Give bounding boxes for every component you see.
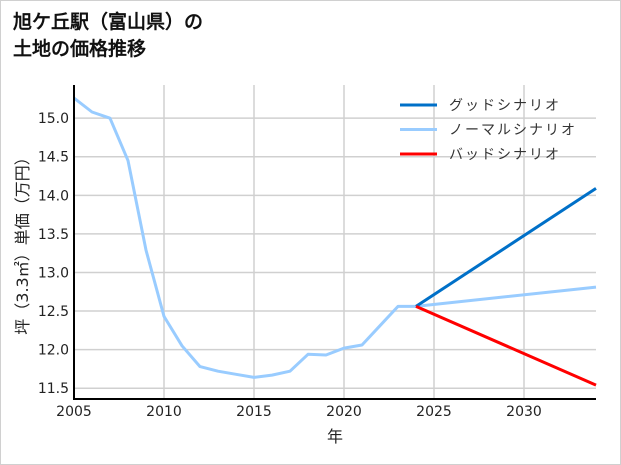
title-line-1: 旭ケ丘駅（富山県）の — [13, 11, 204, 33]
x-tick-label: 2010 — [146, 404, 182, 420]
legend-label: グッドシナリオ — [449, 98, 561, 114]
y-tick-label: 14.0 — [38, 188, 69, 204]
legend-label: ノーマルシナリオ — [449, 123, 577, 139]
x-tick-label: 2025 — [416, 404, 452, 420]
y-tick-label: 15.0 — [38, 111, 69, 127]
legend-label: バッドシナリオ — [449, 147, 561, 163]
x-tick-label: 2020 — [326, 404, 362, 420]
x-tick-label: 2030 — [506, 404, 542, 420]
series-line-0 — [415, 187, 597, 308]
title-line-2: 土地の価格推移 — [13, 38, 147, 60]
y-axis-label: 坪（3.3㎡）単価（万円） — [13, 149, 32, 334]
chart-title: 旭ケ丘駅（富山県）の 土地の価格推移 — [13, 9, 203, 63]
y-tick-label: 11.5 — [38, 381, 69, 397]
x-axis-label: 年 — [327, 427, 343, 446]
x-tick-label: 2015 — [236, 404, 272, 420]
series-line-2 — [415, 305, 597, 387]
y-tick-label: 12.0 — [38, 343, 69, 359]
y-tick-label: 14.5 — [38, 150, 69, 166]
x-tick-label: 2005 — [56, 404, 92, 420]
series-line-1 — [73, 96, 597, 379]
y-tick-label: 13.5 — [38, 227, 69, 243]
y-tick-label: 13.0 — [38, 265, 69, 281]
y-tick-label: 12.5 — [38, 304, 69, 320]
